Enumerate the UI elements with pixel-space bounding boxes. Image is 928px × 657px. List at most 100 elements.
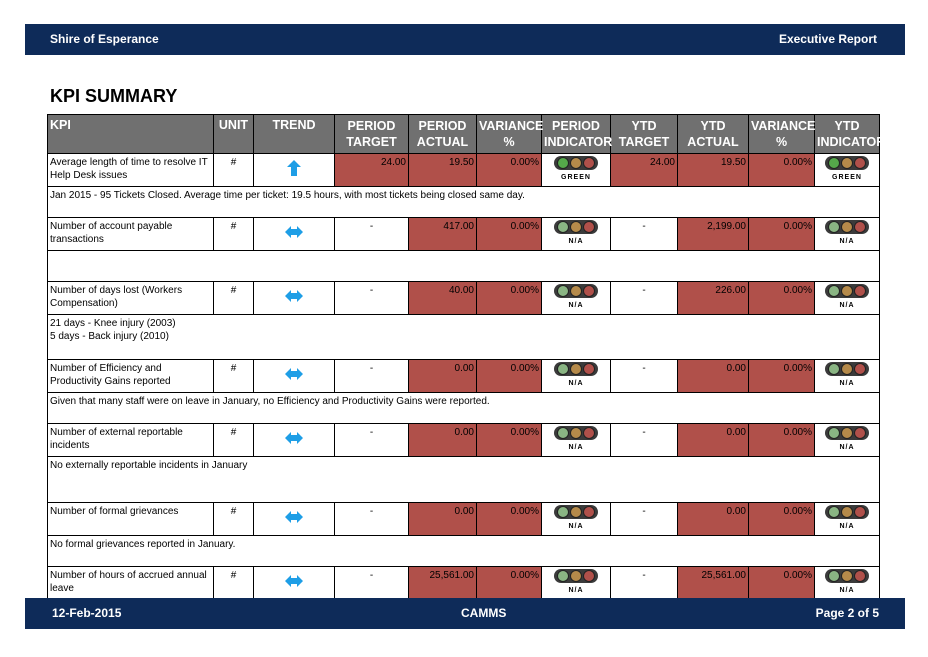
up-arrow-icon [256,156,332,180]
period-target-cell: - [334,423,409,457]
period-indicator-cell: N/A [541,359,611,393]
traffic-light-icon: N/A [817,426,877,454]
ytd-target-cell: - [610,359,678,393]
ytd-target-cell: - [610,281,678,315]
ytd-actual-cell: 0.00 [677,423,749,457]
indicator-label: GREEN [832,174,862,181]
period-indicator-cell: N/A [541,423,611,457]
no-change-icon [256,426,332,450]
kpi-name: Number of formal grievances [47,502,214,536]
comment-cell: 21 days - Knee injury (2003) 5 days - Bac… [47,314,880,360]
traffic-light-icon: N/A [544,426,608,454]
indicator-label: GREEN [561,174,591,181]
traffic-light-icon: N/A [544,505,608,533]
table-row: Number of Efficiency and Productivity Ga… [47,359,880,393]
table-row: Number of hours of accrued annual leave #… [47,566,880,600]
ytd-indicator-cell: N/A [814,423,880,457]
footer-date: 12-Feb-2015 [52,606,122,620]
comment-cell: No externally reportable incidents in Ja… [47,456,880,503]
ytd-actual-cell: 19.50 [677,153,749,187]
comment-cell: Jan 2015 - 95 Tickets Closed. Average ti… [47,186,880,218]
ytd-variance-cell: 0.00% [748,566,815,600]
period-target-cell: - [334,217,409,251]
ytd-variance-cell: 0.00% [748,423,815,457]
comment-line: 5 days - Back injury (2010) [50,331,169,342]
footer-brand: CAMMS [461,606,507,620]
unit-cell: # [213,359,254,393]
comment-row [47,250,880,282]
footer-bar: 12-Feb-2015 CAMMS Page 2 of 5 [25,598,905,629]
col-ytd-indicator: YTD INDICATOR [814,114,885,154]
period-target-cell: - [334,566,409,600]
org-name: Shire of Esperance [50,32,159,46]
col-ytd-actual: YTD ACTUAL [677,114,749,154]
indicator-label: N/A [839,587,855,594]
period-target-cell: - [334,359,409,393]
col-variance: VARIANCE% [476,114,543,154]
indicator-label: N/A [568,302,584,309]
ytd-actual-cell: 0.00 [677,502,749,536]
col-trend: TREND [253,114,335,154]
no-change-icon [256,284,332,308]
traffic-light-icon: N/A [544,569,608,597]
ytd-target-cell: - [610,502,678,536]
comment-cell: Given that many staff were on leave in J… [47,392,880,424]
ytd-target-cell: - [610,217,678,251]
traffic-light-icon: N/A [544,220,608,248]
table-row: Number of days lost (Workers Compensatio… [47,281,880,315]
footer-page: Page 2 of 5 [815,606,879,620]
header-bar: Shire of Esperance Executive Report [25,24,905,55]
kpi-name: Number of external reportable incidents [47,423,214,457]
traffic-light-icon: N/A [544,362,608,390]
ytd-indicator-cell: GREEN [814,153,880,187]
comment-row: No externally reportable incidents in Ja… [47,456,880,503]
comment-cell [47,250,880,282]
ytd-indicator-cell: N/A [814,281,880,315]
indicator-label: N/A [839,238,855,245]
no-change-icon [256,569,332,593]
variance-cell: 0.00% [476,423,542,457]
col-unit: UNIT [213,114,254,154]
variance-cell: 0.00% [476,217,542,251]
comment-row: Given that many staff were on leave in J… [47,392,880,424]
indicator-label: N/A [839,302,855,309]
ytd-target-cell: - [610,566,678,600]
ytd-indicator-cell: N/A [814,217,880,251]
period-actual-cell: 417.00 [408,217,477,251]
period-target-cell: 24.00 [334,153,409,187]
ytd-indicator-cell: N/A [814,359,880,393]
col-period-indicator: PERIOD INDICATOR [541,114,612,154]
period-indicator-cell: N/A [541,566,611,600]
ytd-variance-cell: 0.00% [748,281,815,315]
kpi-name: Number of Efficiency and Productivity Ga… [47,359,214,393]
period-actual-cell: 25,561.00 [408,566,477,600]
period-indicator-cell: N/A [541,217,611,251]
ytd-actual-cell: 25,561.00 [677,566,749,600]
kpi-name: Number of account payable transactions [47,217,214,251]
traffic-light-icon: N/A [817,284,877,312]
indicator-label: N/A [839,380,855,387]
ytd-variance-cell: 0.00% [748,153,815,187]
period-indicator-cell: N/A [541,502,611,536]
kpi-name: Average length of time to resolve IT Hel… [47,153,214,187]
period-actual-cell: 0.00 [408,359,477,393]
col-ytd-variance: VARIANCE% [748,114,815,154]
table-header-row: KPI UNIT TREND PERIOD TARGET PERIOD ACTUAL… [47,114,885,154]
traffic-light-icon: GREEN [817,156,877,184]
period-indicator-cell: N/A [541,281,611,315]
variance-cell: 0.00% [476,566,542,600]
ytd-indicator-cell: N/A [814,502,880,536]
trend-cell [253,423,335,457]
col-period-target: PERIOD TARGET [334,114,409,154]
traffic-light-icon: N/A [817,569,877,597]
trend-cell [253,359,335,393]
table-row: Number of formal grievances # -0.00 0.00% N/… [47,502,880,536]
ytd-variance-cell: 0.00% [748,359,815,393]
traffic-light-icon: N/A [817,505,877,533]
comment-cell: No formal grievances reported in January… [47,535,880,567]
trend-cell [253,502,335,536]
ytd-indicator-cell: N/A [814,566,880,600]
unit-cell: # [213,502,254,536]
unit-cell: # [213,566,254,600]
period-actual-cell: 0.00 [408,502,477,536]
